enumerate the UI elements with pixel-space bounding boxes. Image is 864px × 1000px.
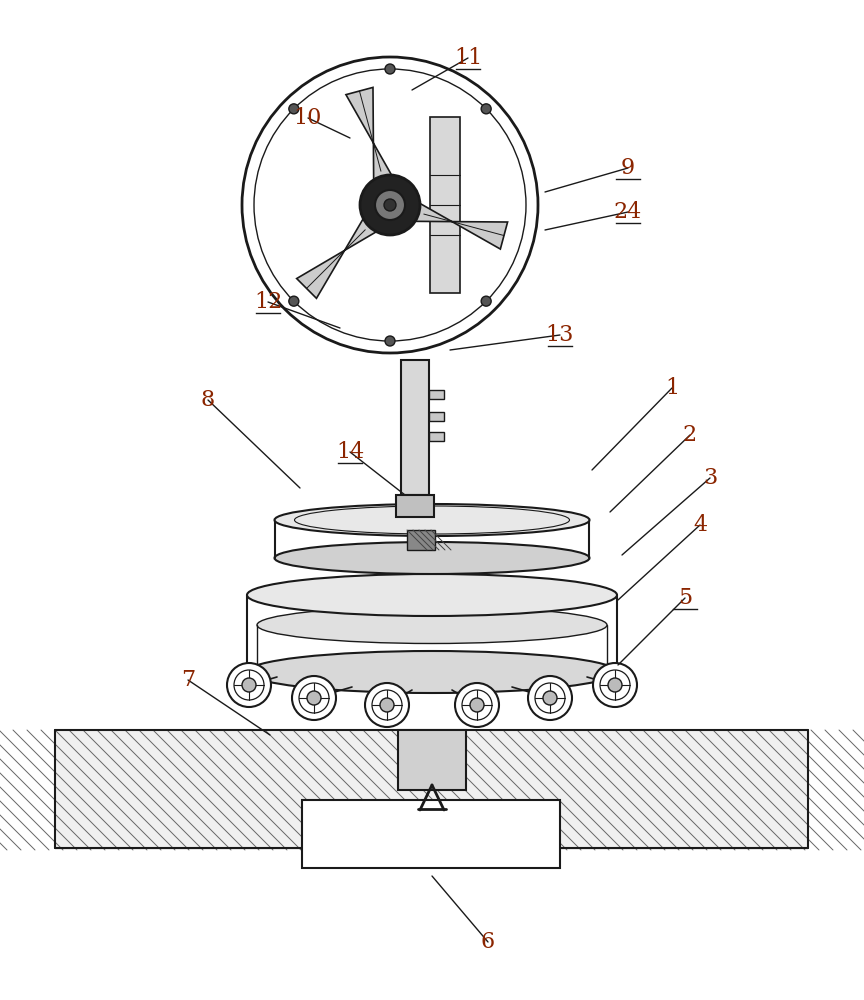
Text: 2: 2 [683, 424, 697, 446]
Circle shape [384, 199, 396, 211]
Bar [407, 530, 435, 550]
Text: 5: 5 [678, 587, 692, 609]
Circle shape [360, 175, 420, 235]
Circle shape [242, 678, 256, 692]
Circle shape [470, 698, 484, 712]
Bar [429, 390, 444, 399]
Circle shape [289, 296, 299, 306]
Text: 4: 4 [693, 514, 707, 536]
Circle shape [242, 57, 538, 353]
Circle shape [593, 663, 637, 707]
Text: 12: 12 [254, 291, 283, 313]
Ellipse shape [275, 542, 589, 574]
Ellipse shape [247, 574, 617, 616]
Bar [401, 360, 429, 495]
Circle shape [385, 336, 395, 346]
Text: 11: 11 [454, 47, 482, 69]
Text: 3: 3 [703, 467, 717, 489]
Polygon shape [296, 219, 377, 298]
Text: 1: 1 [665, 377, 679, 399]
Ellipse shape [257, 606, 607, 644]
Circle shape [481, 296, 491, 306]
Bar [55, 730, 808, 850]
Text: 6: 6 [481, 931, 495, 953]
Circle shape [380, 698, 394, 712]
Polygon shape [346, 87, 391, 180]
Text: 9: 9 [621, 157, 635, 179]
Circle shape [385, 64, 395, 74]
Bar [396, 495, 434, 517]
Circle shape [227, 663, 271, 707]
Bar [429, 432, 444, 441]
Circle shape [455, 683, 499, 727]
Circle shape [543, 691, 557, 705]
Bar [302, 800, 560, 868]
Circle shape [528, 676, 572, 720]
Text: 13: 13 [546, 324, 575, 346]
Bar [398, 730, 466, 790]
Bar [429, 412, 444, 421]
Circle shape [307, 691, 321, 705]
Ellipse shape [275, 504, 589, 536]
Circle shape [375, 190, 405, 220]
Bar [430, 117, 460, 293]
Polygon shape [416, 203, 508, 249]
Text: 8: 8 [200, 389, 215, 411]
Circle shape [481, 104, 491, 114]
Circle shape [365, 683, 409, 727]
Circle shape [289, 104, 299, 114]
Circle shape [608, 678, 622, 692]
Text: 14: 14 [336, 441, 364, 463]
Text: 7: 7 [181, 669, 195, 691]
Text: 10: 10 [294, 107, 322, 129]
Text: 24: 24 [614, 201, 642, 223]
Ellipse shape [247, 651, 617, 693]
Circle shape [292, 676, 336, 720]
